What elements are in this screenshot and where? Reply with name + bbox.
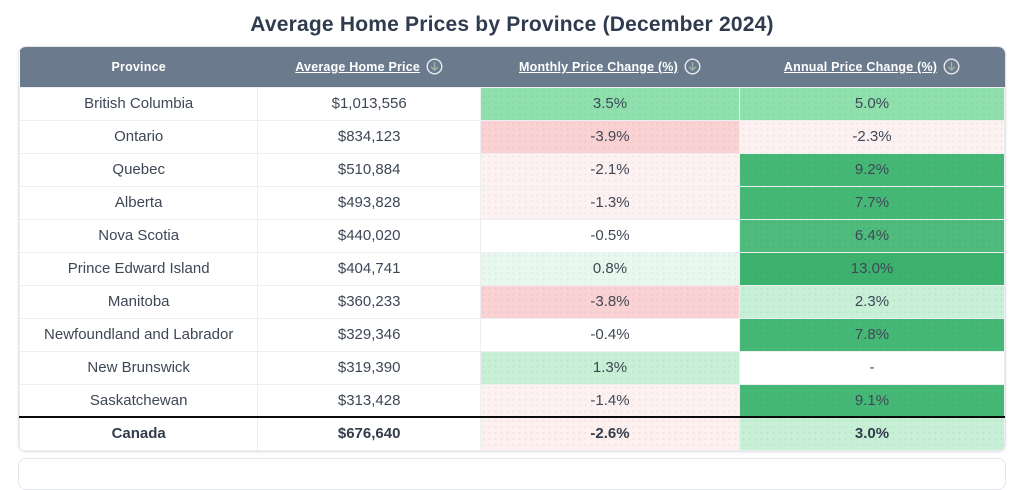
province-cell: Quebec xyxy=(19,152,259,187)
table-row: Quebec $510,884 -2.1% 9.2% xyxy=(19,152,1005,187)
annual-change-cell: -2.3% xyxy=(739,119,1005,154)
province-cell: Ontario xyxy=(19,119,259,154)
monthly-change-cell: -0.4% xyxy=(479,317,741,352)
monthly-change-cell: 0.8% xyxy=(479,251,741,286)
monthly-change-cell: 1.3% xyxy=(479,350,741,385)
province-cell: Nova Scotia xyxy=(19,218,259,253)
price-cell: $834,123 xyxy=(257,119,481,154)
price-cell: $404,741 xyxy=(257,251,481,286)
sort-down-circle-icon[interactable] xyxy=(943,58,960,75)
column-header-monthly-price-change[interactable]: Monthly Price Change (%) xyxy=(480,47,740,87)
column-label[interactable]: Annual Price Change (%) xyxy=(783,59,938,74)
province-cell: Manitoba xyxy=(19,284,259,319)
table-row: Ontario $834,123 -3.9% -2.3% xyxy=(19,119,1005,154)
province-cell: Saskatchewan xyxy=(19,383,259,418)
annual-change-cell: 7.8% xyxy=(739,317,1005,352)
next-section-card xyxy=(18,457,1006,490)
annual-change-cell: 13.0% xyxy=(739,251,1005,286)
price-cell: $329,346 xyxy=(257,317,481,352)
monthly-change-cell: -3.9% xyxy=(479,119,741,154)
column-label[interactable]: Monthly Price Change (%) xyxy=(519,59,678,74)
price-cell: $313,428 xyxy=(257,383,481,418)
price-cell: $319,390 xyxy=(257,350,481,385)
sort-down-circle-icon[interactable] xyxy=(426,58,443,75)
table-row: Manitoba $360,233 -3.8% 2.3% xyxy=(19,284,1005,319)
table-row: New Brunswick $319,390 1.3% - xyxy=(19,350,1005,385)
column-header-province: Province xyxy=(19,47,258,87)
annual-change-cell: - xyxy=(739,350,1005,385)
annual-change-cell: 7.7% xyxy=(739,185,1005,220)
province-cell: New Brunswick xyxy=(19,350,259,385)
home-prices-table-card: Province Average Home Price Monthly Price … xyxy=(18,46,1006,452)
page-title: Average Home Prices by Province (Decembe… xyxy=(250,13,774,36)
monthly-change-cell: -2.6% xyxy=(479,416,741,451)
province-cell: British Columbia xyxy=(19,86,259,121)
province-cell: Alberta xyxy=(19,185,259,220)
province-cell: Canada xyxy=(19,416,259,451)
annual-change-cell: 9.2% xyxy=(739,152,1005,187)
sort-down-circle-icon[interactable] xyxy=(684,58,701,75)
price-cell: $510,884 xyxy=(257,152,481,187)
column-label: Province xyxy=(111,59,166,74)
price-cell: $493,828 xyxy=(257,185,481,220)
table-row: Prince Edward Island $404,741 0.8% 13.0% xyxy=(19,251,1005,286)
annual-change-cell: 2.3% xyxy=(739,284,1005,319)
table-row: Nova Scotia $440,020 -0.5% 6.4% xyxy=(19,218,1005,253)
table-row: Newfoundland and Labrador $329,346 -0.4% 7.… xyxy=(19,317,1005,352)
table-row: British Columbia $1,013,556 3.5% 5.0% xyxy=(19,86,1005,121)
annual-change-cell: 5.0% xyxy=(739,86,1005,121)
monthly-change-cell: -1.4% xyxy=(479,383,741,418)
column-label[interactable]: Average Home Price xyxy=(295,59,421,74)
monthly-change-cell: -0.5% xyxy=(479,218,741,253)
price-cell: $676,640 xyxy=(257,416,481,451)
column-header-average-home-price[interactable]: Average Home Price xyxy=(257,47,481,87)
monthly-change-cell: -1.3% xyxy=(479,185,741,220)
annual-change-cell: 3.0% xyxy=(739,416,1005,451)
column-header-annual-price-change[interactable]: Annual Price Change (%) xyxy=(739,47,1005,87)
table-header: Province Average Home Price Monthly Price … xyxy=(19,47,1005,87)
home-prices-table: Province Average Home Price Monthly Price … xyxy=(19,47,1005,451)
price-cell: $360,233 xyxy=(257,284,481,319)
annual-change-cell: 9.1% xyxy=(739,383,1005,418)
summary-table-row: Canada $676,640 -2.6% 3.0% xyxy=(19,416,1005,451)
table-row: Alberta $493,828 -1.3% 7.7% xyxy=(19,185,1005,220)
province-cell: Newfoundland and Labrador xyxy=(19,317,259,352)
monthly-change-cell: 3.5% xyxy=(479,86,741,121)
table-row: Saskatchewan $313,428 -1.4% 9.1% xyxy=(19,383,1005,418)
price-cell: $440,020 xyxy=(257,218,481,253)
annual-change-cell: 6.4% xyxy=(739,218,1005,253)
price-cell: $1,013,556 xyxy=(257,86,481,121)
province-cell: Prince Edward Island xyxy=(19,251,259,286)
monthly-change-cell: -3.8% xyxy=(479,284,741,319)
monthly-change-cell: -2.1% xyxy=(479,152,741,187)
